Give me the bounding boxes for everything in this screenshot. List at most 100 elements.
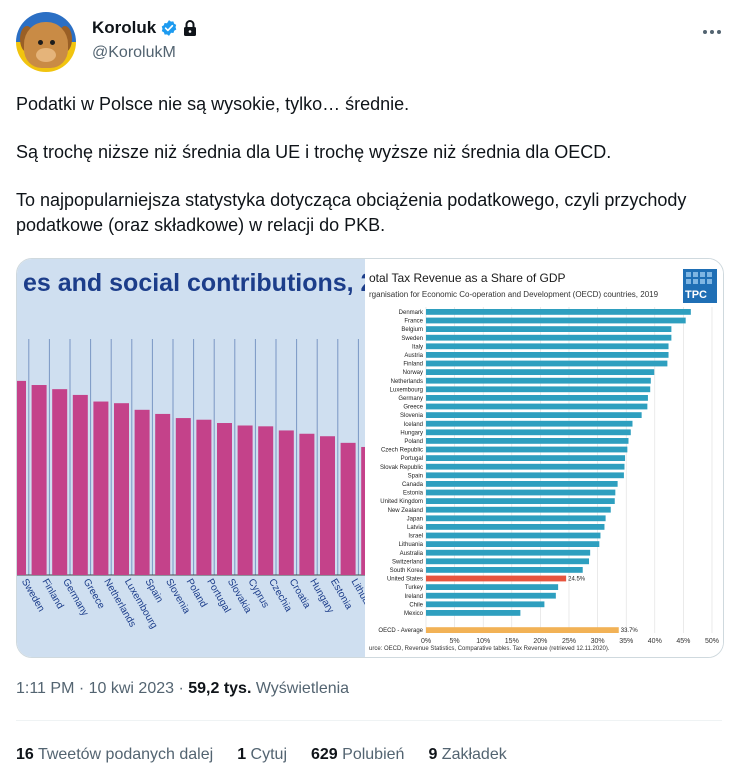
stat-bookmarks[interactable]: 9 Zakładek <box>428 746 507 763</box>
oecd-chart-bar <box>426 601 545 608</box>
eu-chart-bar <box>52 389 68 575</box>
tpc-logo-grid-icon <box>686 272 712 284</box>
tweet-paragraph: To najpopularniejsza statystyka dotycząc… <box>16 190 687 235</box>
eu-chart-bar <box>237 425 253 575</box>
oecd-chart-plot: 0% 5% 10% 15% 20% 25% 30% 35% 40% 45% 50% Denmark Fr… <box>378 307 719 645</box>
oecd-chart-bar <box>426 506 611 513</box>
oecd-chart-tick-label: 45% <box>676 638 690 645</box>
eu-chart-title: es and social contributions, 2021 <box>23 269 365 297</box>
oecd-chart-bar <box>426 343 669 350</box>
eu-tax-chart-image[interactable]: es and social contributions, 2021 Sweden… <box>17 259 365 657</box>
tweet-paragraph: Są trochę niższe niż średnia dla UE i tr… <box>16 142 612 162</box>
divider <box>16 720 722 721</box>
oecd-chart-bar <box>426 567 583 573</box>
oecd-chart-category-label: Italy <box>412 344 423 350</box>
oecd-chart-bar <box>426 558 590 565</box>
author-handle[interactable]: @KorolukM <box>92 44 176 61</box>
tweet-media[interactable]: es and social contributions, 2021 Sweden… <box>16 258 724 658</box>
eu-chart-bar <box>31 385 47 575</box>
eu-chart-bar <box>134 409 150 575</box>
tweet-text: Podatki w Polsce nie są wysokie, tylko… … <box>16 92 722 261</box>
avatar[interactable] <box>16 12 76 72</box>
oecd-chart-bar <box>426 455 626 461</box>
tweet-stats: 16 Tweetów podanych dalej 1 Cytuj 629 Po… <box>16 746 531 764</box>
oecd-chart-category-label: Belgium <box>401 327 423 333</box>
oecd-chart-bar <box>426 592 556 599</box>
oecd-chart-bar <box>426 420 633 427</box>
eu-chart-bar <box>340 442 356 575</box>
stat-quotes[interactable]: 1 Cytuj <box>237 746 287 763</box>
oecd-chart-title: otal Tax Revenue as a Share of GDP <box>369 271 566 285</box>
oecd-chart-bar <box>426 369 655 375</box>
oecd-chart-tick-label: 40% <box>648 638 662 645</box>
oecd-chart-category-label: OECD - Average <box>378 628 423 634</box>
eu-chart-plot: SwedenFinlandGermanyGreeceNetherlandsLux… <box>17 339 365 631</box>
eu-chart-bar <box>155 413 171 575</box>
oecd-chart-category-label: Sweden <box>401 336 423 342</box>
oecd-chart-bar <box>426 515 606 522</box>
stat-retweets[interactable]: 16 Tweetów podanych dalej <box>16 746 214 763</box>
views-count: 59,2 tys. <box>188 680 252 697</box>
oecd-chart-tick-label: 0% <box>421 638 431 645</box>
oecd-tax-chart-image[interactable]: otal Tax Revenue as a Share of GDP rgani… <box>367 259 723 657</box>
oecd-chart-category-label: Latvia <box>407 525 424 531</box>
oecd-chart-bar <box>426 541 600 547</box>
eu-chart-bar <box>93 401 109 575</box>
oecd-chart-category-label: Denmark <box>399 310 424 316</box>
oecd-chart-category-label: Norway <box>403 370 423 376</box>
oecd-chart-bar <box>426 610 521 616</box>
eu-chart-bar <box>72 394 88 575</box>
oecd-chart-category-label: Canada <box>402 482 424 488</box>
oecd-chart-category-label: Luxembourg <box>390 387 423 393</box>
oecd-chart-bar <box>426 438 629 444</box>
tweet-timestamp[interactable]: 1:11 PM · 10 kwi 2023 · <box>16 680 184 697</box>
oecd-chart-bar <box>426 549 591 556</box>
oecd-chart-tick-label: 35% <box>619 638 633 645</box>
oecd-chart-category-label: Poland <box>404 439 423 445</box>
oecd-chart-bar <box>426 627 619 633</box>
oecd-chart-bar <box>426 446 628 453</box>
oecd-chart-bar <box>426 575 567 582</box>
oecd-chart-bar <box>426 309 691 315</box>
tpc-logo: TPC <box>683 269 717 303</box>
oecd-chart-bar <box>426 463 625 470</box>
oecd-chart-bar <box>426 403 648 410</box>
oecd-chart-category-label: United Kingdom <box>380 499 423 505</box>
oecd-chart-bar <box>426 326 672 332</box>
oecd-chart-category-label: Israel <box>408 534 423 540</box>
avatar-snout <box>36 48 56 62</box>
oecd-chart-bar <box>426 481 618 487</box>
avatar-eye-left <box>38 40 43 45</box>
oecd-chart-tick-label: 10% <box>476 638 490 645</box>
eu-chart-bar <box>217 423 232 575</box>
oecd-chart-bar <box>426 489 616 496</box>
author-name[interactable]: Koroluk <box>92 18 157 37</box>
oecd-chart-bar <box>426 352 669 358</box>
oecd-chart-category-label: Spain <box>408 473 423 479</box>
more-dots-icon[interactable] <box>702 18 722 41</box>
eu-chart-bar <box>361 446 365 575</box>
oecd-chart-category-label: Hungary <box>400 430 423 436</box>
oecd-chart-tick-label: 50% <box>705 638 719 645</box>
oecd-chart-tick-label: 15% <box>505 638 519 645</box>
stat-likes[interactable]: 629 Polubień <box>311 746 405 763</box>
oecd-chart-category-label: Czech Republic <box>381 448 423 454</box>
oecd-chart-category-label: Chile <box>409 602 423 608</box>
oecd-chart-category-label: Portugal <box>401 456 423 462</box>
oecd-chart-bar <box>426 584 559 590</box>
eu-chart-bar <box>278 430 294 575</box>
eu-chart-bar <box>299 433 315 575</box>
eu-chart-bar <box>175 418 191 575</box>
oecd-chart-bar <box>426 395 648 401</box>
oecd-chart-bar <box>426 386 651 393</box>
oecd-chart-category-label: Austria <box>404 353 423 359</box>
oecd-chart-category-label: Netherlands <box>391 379 423 385</box>
eu-chart-bar <box>258 426 274 575</box>
oecd-chart-tick-label: 30% <box>591 638 605 645</box>
views-label: Wyświetlenia <box>255 680 350 697</box>
eu-chart-bar <box>320 436 335 575</box>
verified-badge-icon[interactable] <box>160 19 178 37</box>
eu-chart-bar <box>114 403 129 575</box>
oecd-chart-bar <box>426 524 605 530</box>
oecd-chart-bar <box>426 317 686 324</box>
